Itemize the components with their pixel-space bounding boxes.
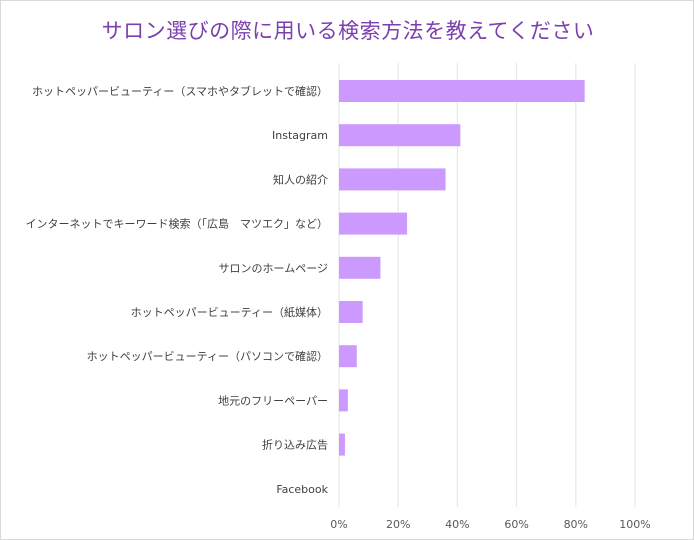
category-label: 知人の紹介 [273, 172, 328, 186]
category-label: 折り込み広告 [262, 438, 328, 452]
bar [339, 124, 461, 147]
bar [339, 389, 348, 412]
chart-title: サロン選びの際に用いる検索方法を教えてください [101, 19, 595, 43]
category-label: サロンのホームページ [219, 262, 328, 275]
x-tick-label: 20% [386, 518, 410, 531]
category-label: Facebook [276, 483, 328, 496]
bar [339, 301, 363, 323]
category-label: ホットペッパービューティー（紙媒体） [131, 305, 328, 319]
x-tick-label: 100% [619, 518, 650, 531]
x-tick-label: 80% [564, 518, 588, 531]
category-label: ホットペッパービューティー（スマホやタブレットで確認） [32, 84, 328, 98]
category-label: インターネットでキーワード検索（「広島 マツエク」など） [26, 217, 329, 231]
x-tick-label: 60% [504, 518, 528, 531]
bar [339, 212, 408, 235]
x-tick-label: 40% [445, 518, 469, 531]
bar [339, 80, 585, 102]
category-label: 地元のフリーペーパー [218, 394, 328, 407]
category-label: Instagram [272, 129, 328, 142]
bar [339, 345, 357, 368]
x-tick-label: 0% [330, 518, 347, 531]
bar [339, 433, 345, 456]
bar [339, 168, 446, 191]
bar [339, 256, 381, 279]
category-label: ホットペッパービューティー（パソコンで確認） [87, 349, 328, 363]
